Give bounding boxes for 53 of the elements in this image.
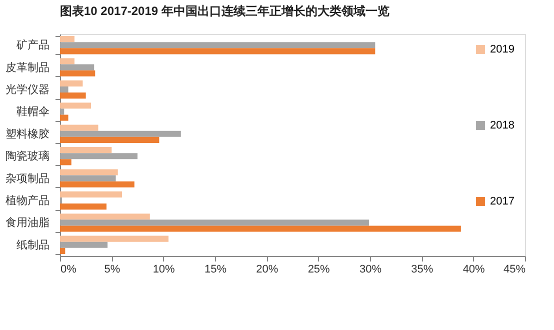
bar <box>60 92 86 99</box>
legend-label: 2019 <box>490 44 514 56</box>
bar <box>60 226 461 232</box>
bar <box>60 64 94 70</box>
y-tick-label: 光学仪器 <box>6 83 50 96</box>
y-tick-label: 杂项制品 <box>6 172 50 185</box>
bar <box>60 80 83 86</box>
y-tick-label: 矿产品 <box>16 38 50 52</box>
x-tick-label: 25% <box>308 264 330 276</box>
x-tick-label: 10% <box>152 264 176 276</box>
bar <box>60 153 138 160</box>
bar <box>60 42 376 48</box>
x-tick-label: 40% <box>462 264 486 276</box>
bar <box>60 48 376 54</box>
bar <box>60 169 118 176</box>
bar <box>60 86 68 93</box>
bar <box>60 108 64 115</box>
bar <box>60 248 66 254</box>
bar <box>60 181 134 188</box>
bar <box>60 124 98 131</box>
x-tick-label: 35% <box>411 264 434 276</box>
y-tick-label: 陶瓷玻璃 <box>6 150 50 163</box>
bar <box>60 214 150 220</box>
x-tick-label: 15% <box>204 264 227 276</box>
x-tick-label: 0% <box>60 264 77 276</box>
bar <box>60 36 74 42</box>
bar <box>60 236 168 242</box>
bar <box>60 204 106 210</box>
y-tick-label: 皮革制品 <box>6 60 50 74</box>
x-tick-label: 30% <box>359 264 382 276</box>
legend-label: 2018 <box>490 120 514 132</box>
y-tick-label: 纸制品 <box>16 238 50 252</box>
bar <box>60 114 68 121</box>
bar <box>60 175 116 182</box>
x-tick-label: 45% <box>503 264 526 276</box>
legend-label: 2017 <box>490 196 514 208</box>
bar <box>60 70 96 76</box>
bar <box>60 58 74 64</box>
bar <box>60 147 112 154</box>
y-tick-label: 食用油脂 <box>6 216 50 230</box>
bar <box>60 191 122 198</box>
bar <box>60 102 91 109</box>
x-tick-label: 20% <box>256 264 278 276</box>
bar <box>60 136 160 143</box>
bar <box>60 159 72 166</box>
bar <box>60 242 108 248</box>
bar <box>60 220 369 226</box>
x-tick-label: 5% <box>104 264 120 276</box>
y-tick-label: 鞋帽伞 <box>16 105 50 118</box>
y-tick-label: 植物产品 <box>6 194 50 207</box>
bar <box>60 130 181 137</box>
y-tick-label: 塑料橡胶 <box>6 127 50 140</box>
chart-title: 图表10 2017-2019 年中国出口连续三年正增长的大类领域一览 <box>60 4 390 18</box>
